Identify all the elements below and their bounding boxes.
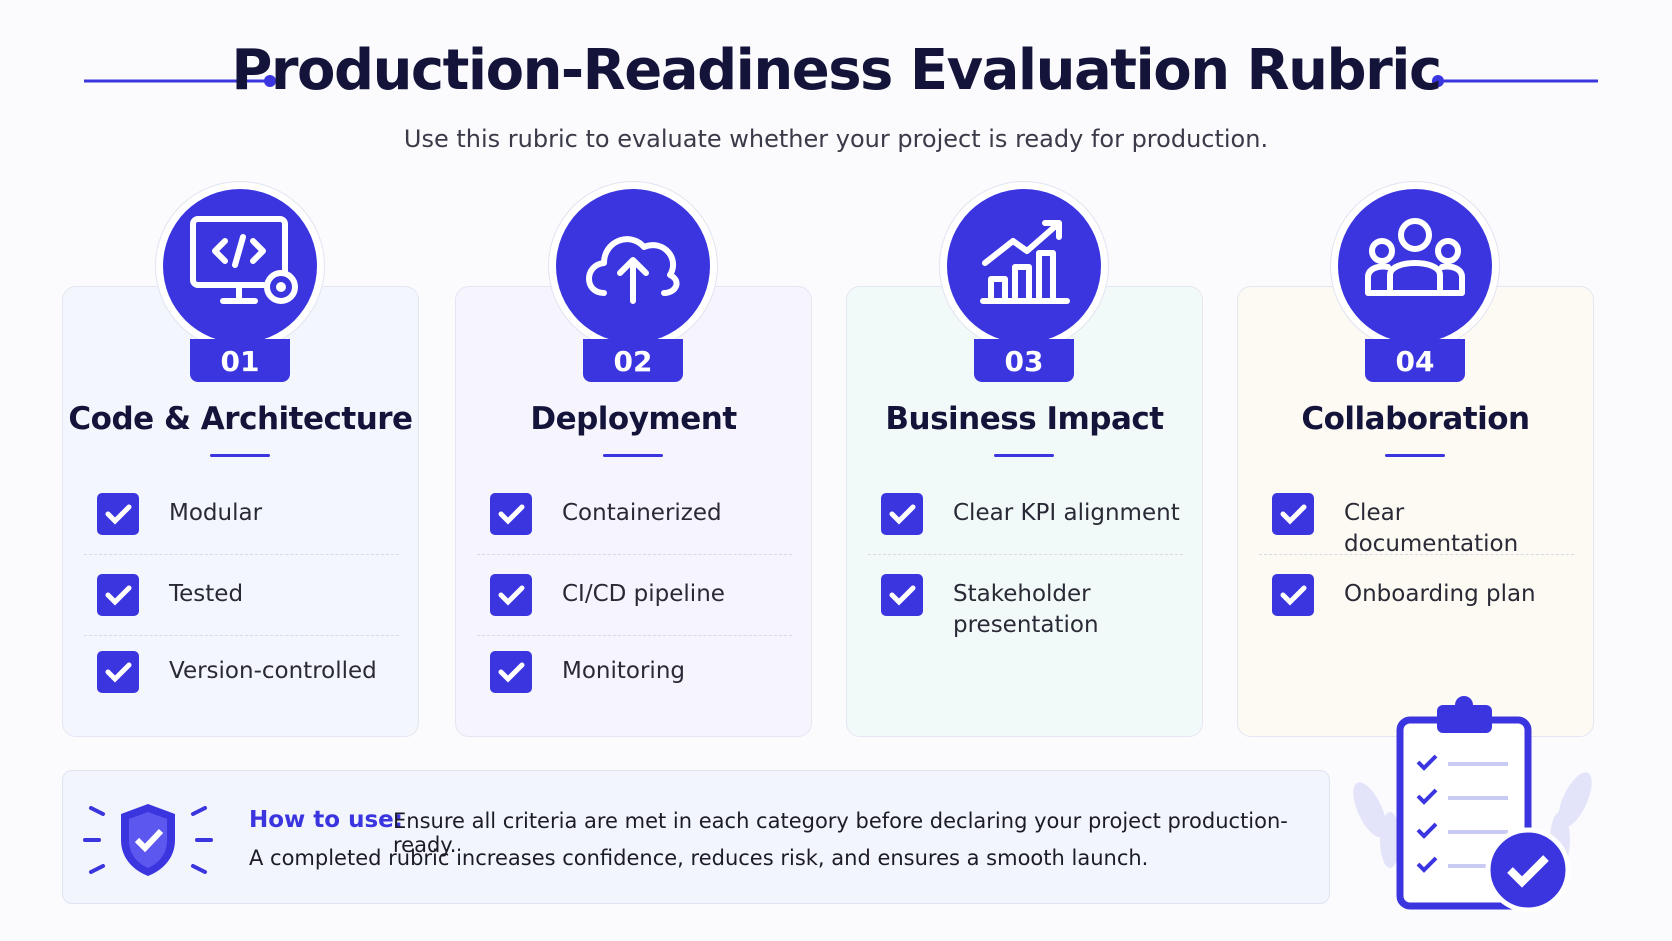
checkbox xyxy=(881,574,923,616)
criterion: Clear documentation xyxy=(1344,500,1519,557)
subtitle: Use this rubric to evaluate whether your… xyxy=(403,125,1269,153)
criterion: Modular xyxy=(169,500,263,526)
checkbox xyxy=(97,574,139,616)
card-number: 02 xyxy=(583,339,683,382)
checkbox xyxy=(490,651,532,693)
separator xyxy=(868,554,1183,555)
title: Production-Readiness Evaluation Rubric xyxy=(231,38,1442,103)
note-line: A completed rubric increases confidence,… xyxy=(249,846,1149,870)
shield-icon xyxy=(83,804,213,876)
card-number: 01 xyxy=(190,339,290,382)
note-box: How to use: Ensure all criteria are met … xyxy=(62,770,1330,904)
separator xyxy=(84,554,399,555)
card-number: 04 xyxy=(1365,339,1465,382)
separator xyxy=(1259,554,1574,555)
criterion: Stakeholder presentation xyxy=(953,581,1099,638)
title-underline xyxy=(1385,454,1445,457)
icon-circle xyxy=(1338,189,1492,343)
icon-circle xyxy=(556,189,710,343)
note-line: Ensure all criteria are met in each cate… xyxy=(393,809,1288,857)
icon-circle xyxy=(163,189,317,343)
criterion: Version-controlled xyxy=(169,658,377,684)
checkbox xyxy=(97,493,139,535)
card-number: 03 xyxy=(974,339,1074,382)
checkbox xyxy=(490,574,532,616)
card-title: Business Impact xyxy=(885,401,1164,437)
criterion: CI/CD pipeline xyxy=(562,581,725,607)
clipboard-illustration xyxy=(1353,696,1592,913)
checkbox xyxy=(1272,574,1314,616)
criterion: Containerized xyxy=(562,500,722,526)
separator xyxy=(84,635,399,636)
criterion: Onboarding plan xyxy=(1344,581,1536,607)
criterion: Tested xyxy=(169,581,244,607)
card-title: Deployment xyxy=(530,401,737,437)
card-title: Collaboration xyxy=(1301,401,1530,437)
note-label: How to use: xyxy=(249,807,403,833)
title-underline xyxy=(994,454,1054,457)
checkbox xyxy=(1272,493,1314,535)
checkbox xyxy=(97,651,139,693)
checkbox xyxy=(490,493,532,535)
card-title: Code & Architecture xyxy=(68,401,413,437)
title-underline xyxy=(210,454,270,457)
checkbox xyxy=(881,493,923,535)
separator xyxy=(477,635,792,636)
title-underline xyxy=(603,454,663,457)
separator xyxy=(477,554,792,555)
criterion: Clear KPI alignment xyxy=(953,500,1180,526)
icon-circle xyxy=(947,189,1101,343)
criterion: Monitoring xyxy=(562,658,685,684)
